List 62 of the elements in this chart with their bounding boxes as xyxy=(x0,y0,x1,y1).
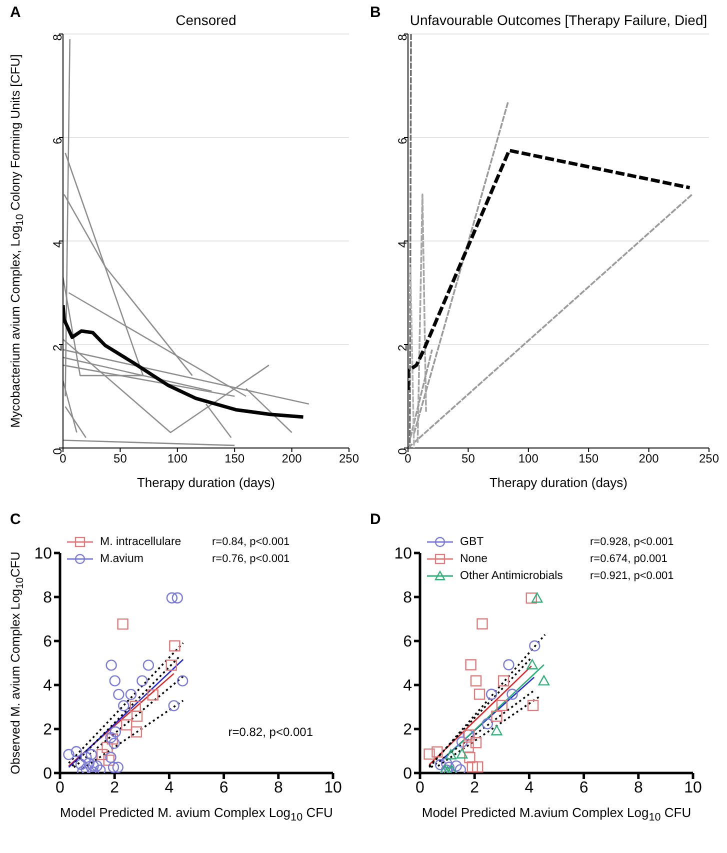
y-tick-label: 10 xyxy=(34,546,52,563)
x-tick-label: 50 xyxy=(462,452,476,466)
y-tick-label: 0 xyxy=(43,766,52,783)
y-tick-label: 8 xyxy=(403,590,412,607)
x-tick-label: 50 xyxy=(114,452,128,466)
text: D xyxy=(370,511,381,528)
y-tick-label: 2 xyxy=(403,722,412,739)
x-tick-label: 4 xyxy=(164,779,174,796)
x-tick-label: 10 xyxy=(324,779,342,796)
x-tick-label: 150 xyxy=(578,452,599,466)
text: r=0.84, p<0.001 xyxy=(212,536,290,548)
x-tick-label: 250 xyxy=(338,452,360,466)
x-tick-label: 250 xyxy=(698,452,720,466)
annotation: r=0.674, p0.001 xyxy=(590,552,668,564)
chart-title: Censored xyxy=(174,12,238,28)
x-tick-label: 8 xyxy=(274,779,283,796)
y-tick-label: 0 xyxy=(403,766,412,783)
legend-label: None xyxy=(460,552,488,564)
annotation: r=0.82, p<0.001 xyxy=(228,724,313,739)
x-axis-title: Therapy duration (days) xyxy=(488,475,628,490)
text: A xyxy=(10,4,21,21)
x-tick-label: 2 xyxy=(470,779,480,796)
text: r=0.928, p<0.001 xyxy=(590,536,674,548)
x-tick-label: 100 xyxy=(518,452,539,466)
text: C xyxy=(10,511,21,528)
x-tick-label: 8 xyxy=(634,779,643,796)
x-tick-label: 100 xyxy=(167,452,188,466)
y-tick-label: 2 xyxy=(50,344,64,352)
chart-title: Unfavourable Outcomes [Therapy Failure, Died] xyxy=(408,12,708,28)
y-tick-label: 8 xyxy=(395,34,410,41)
y-tick-label: 4 xyxy=(43,678,52,695)
text: B xyxy=(370,4,381,21)
annotation: r=0.76, p<0.001 xyxy=(212,552,290,564)
legend-label: Other Antimicrobials xyxy=(460,570,563,582)
y-tick-label: 4 xyxy=(395,240,410,248)
y-tick-label: 6 xyxy=(395,137,410,144)
y-tick-label: 6 xyxy=(43,634,52,651)
y-tick-label: 10 xyxy=(394,546,412,563)
x-tick-label: 6 xyxy=(579,779,588,796)
x-tick-label: 200 xyxy=(638,452,660,466)
y-tick-label: 8 xyxy=(50,34,64,41)
x-tick-label: 200 xyxy=(282,452,302,466)
x-tick-label: 2 xyxy=(110,779,120,796)
x-tick-label: 0 xyxy=(416,779,425,796)
x-tick-label: 4 xyxy=(524,779,534,796)
x-tick-label: 6 xyxy=(219,779,228,796)
y-tick-label: 2 xyxy=(43,722,52,739)
y-tick-label: 4 xyxy=(50,240,64,248)
x-tick-label: 150 xyxy=(224,452,245,466)
y-tick-label: 2 xyxy=(395,344,410,352)
y-tick-label: 6 xyxy=(50,137,64,144)
y-tick-label: 8 xyxy=(43,590,52,607)
legend-label: GBT xyxy=(460,536,484,548)
y-tick-label: 4 xyxy=(403,678,412,695)
y-tick-label: 6 xyxy=(403,634,412,651)
x-axis-title: Model Predicted M.avium Complex Log$_{10}$ CFU xyxy=(420,805,692,824)
x-tick-label: 10 xyxy=(684,779,702,796)
legend-label: M.avium xyxy=(100,552,144,564)
x-axis-title: Model Predicted M. avium Complex Log$_{10}$ CFU xyxy=(59,805,334,824)
legend-label: M. intracellulare xyxy=(100,536,182,548)
annotation: r=0.921, p<0.001 xyxy=(590,570,674,582)
x-axis-title: Therapy duration (days) xyxy=(136,475,276,490)
